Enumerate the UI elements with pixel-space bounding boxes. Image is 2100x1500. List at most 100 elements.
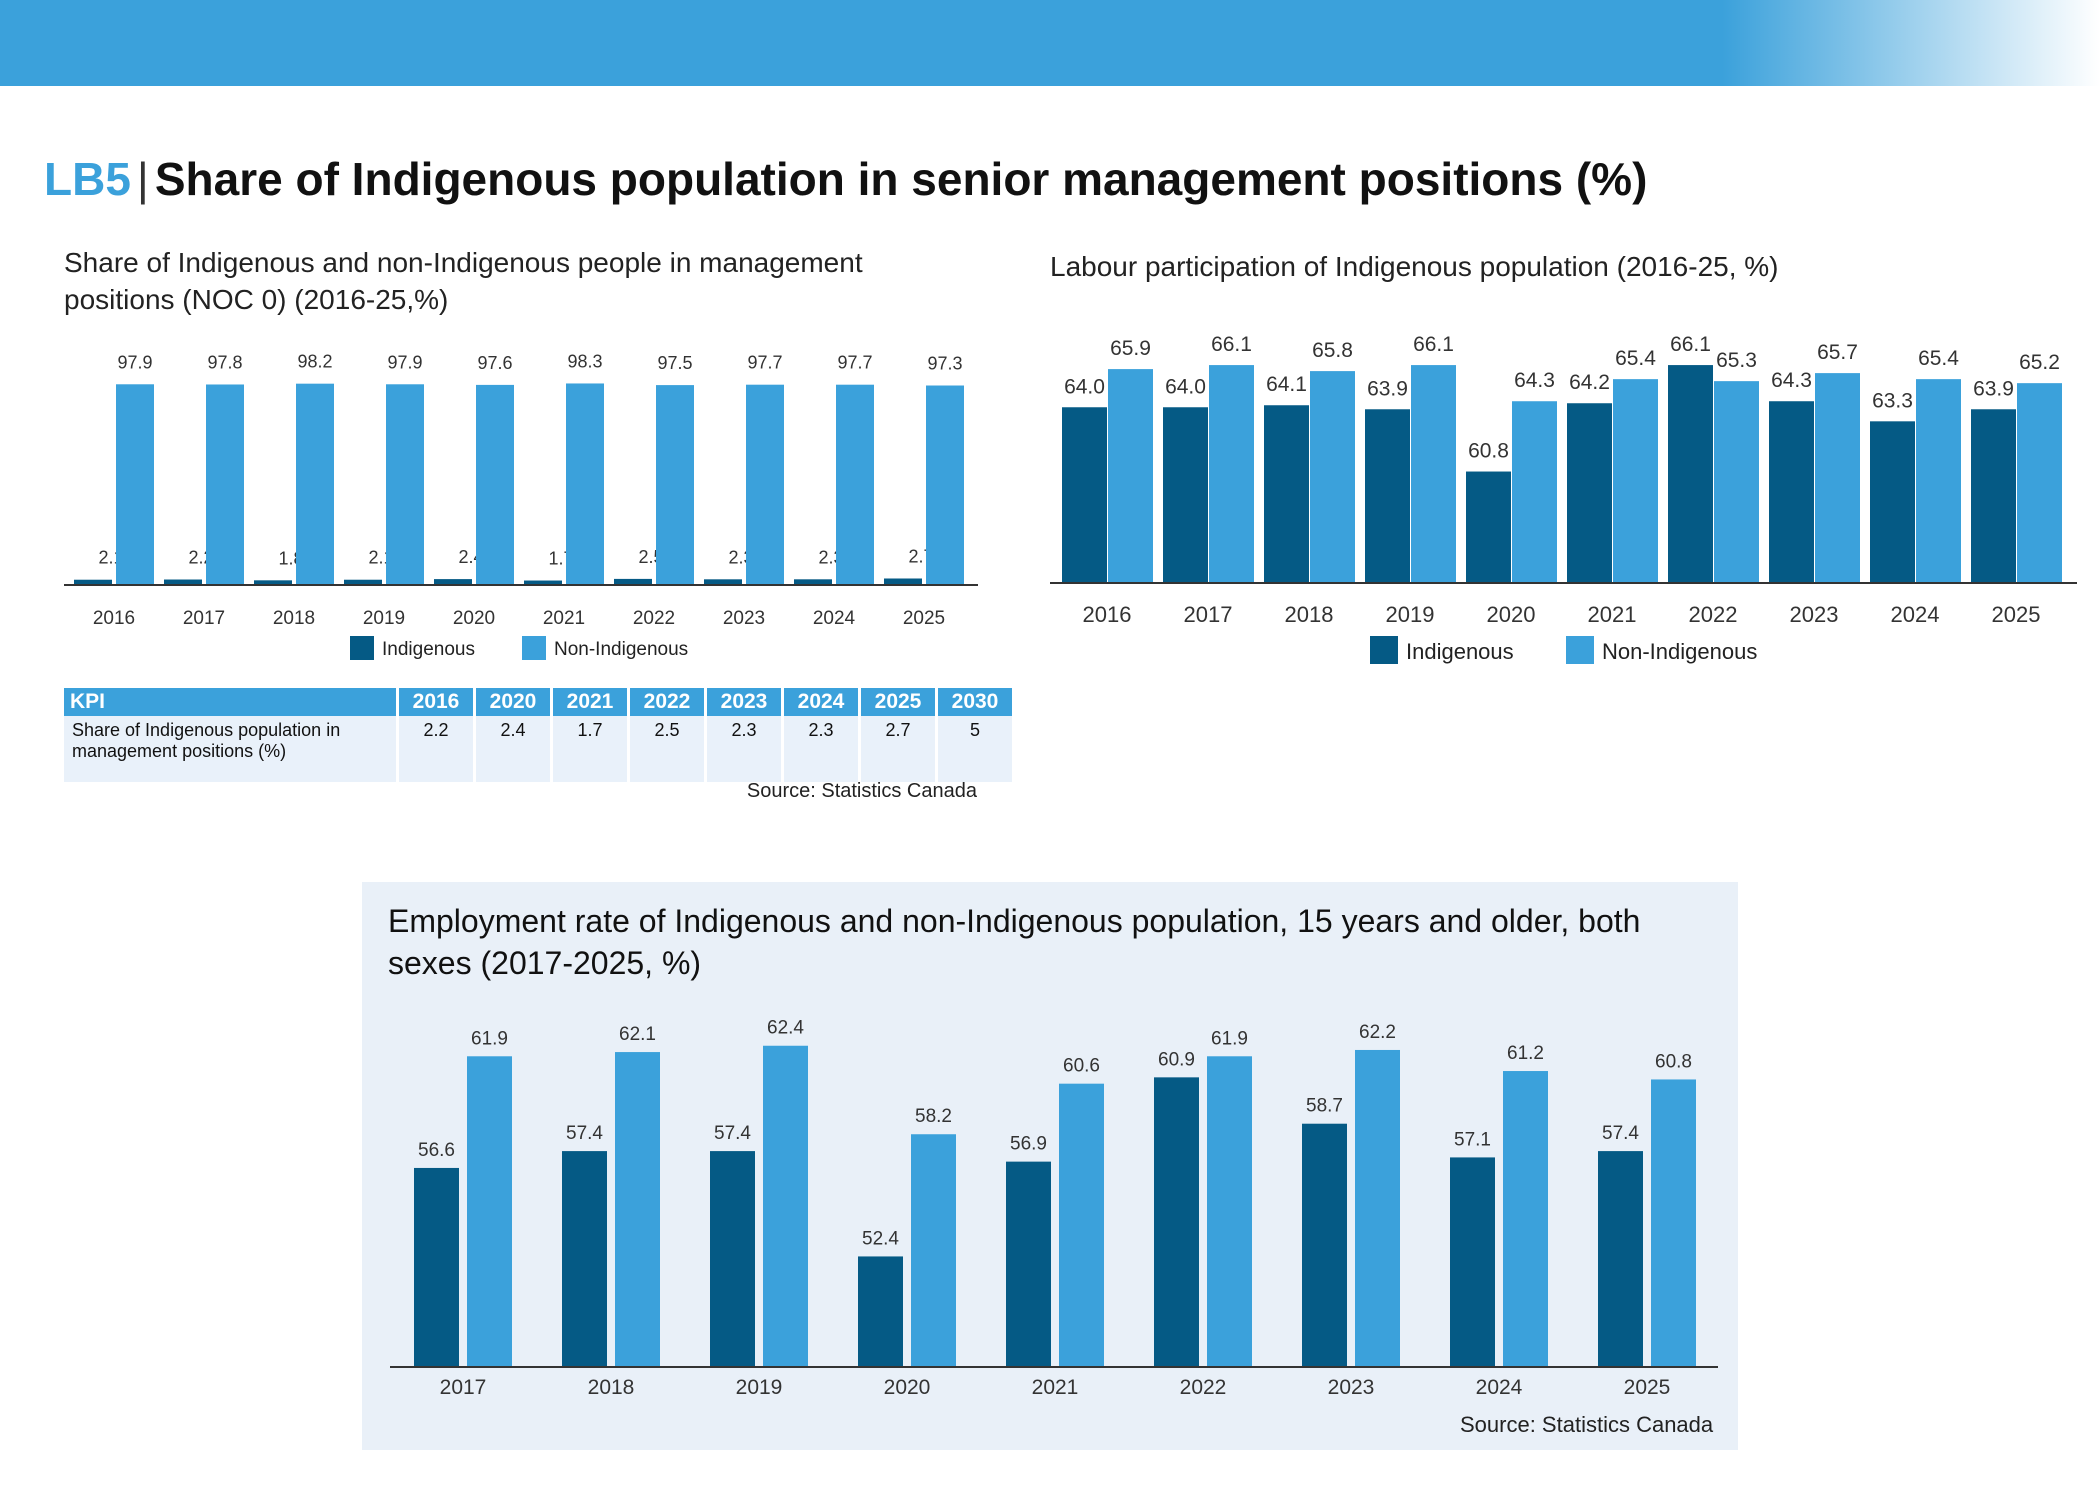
- data-label: 64.3: [1771, 369, 1812, 392]
- data-label: 97.3: [927, 354, 962, 374]
- data-label: 2.1: [368, 548, 393, 568]
- data-label: 97.9: [117, 352, 152, 372]
- page-title-text: Share of Indigenous population in senior…: [154, 153, 1648, 205]
- bar-non-indigenous-2020: [476, 384, 514, 584]
- kpi-value-cell: 2.7: [859, 716, 938, 782]
- x-tick-label: 2022: [633, 608, 675, 629]
- kpi-value-cell: 2.2: [397, 716, 476, 782]
- x-tick-label: 2017: [1184, 602, 1233, 627]
- bar-indigenous-2020: [434, 579, 472, 584]
- kpi-header-cell: 2025: [859, 688, 938, 716]
- legend-label: Indigenous: [1406, 639, 1514, 664]
- bar-non-indigenous-2018: [296, 383, 334, 584]
- bar-non-indigenous-2021: [566, 383, 604, 584]
- data-label: 63.9: [1973, 377, 2014, 400]
- x-tick-label: 2025: [1992, 602, 2041, 627]
- x-tick-label: 2023: [1790, 602, 1839, 627]
- x-tick-label: 2025: [903, 608, 945, 629]
- x-tick-label: 2016: [1083, 602, 1132, 627]
- data-label: 64.3: [1514, 369, 1555, 392]
- data-label: 65.4: [1918, 347, 1959, 370]
- data-label: 65.7: [1817, 341, 1858, 364]
- legend-swatch-non-indigenous: [522, 636, 546, 660]
- bar-indigenous-2025: [884, 578, 922, 584]
- data-label: 65.3: [1716, 349, 1757, 372]
- chart1-title: Share of Indigenous and non-Indigenous p…: [64, 247, 863, 315]
- data-label: 97.5: [657, 353, 692, 373]
- data-label: 2.5: [638, 547, 663, 567]
- kpi-value-cell: 5: [936, 716, 1015, 782]
- bar-indigenous-2023: [1769, 401, 1814, 582]
- bar-non-indigenous-2016: [1108, 369, 1153, 582]
- kpi-header-cell: 2022: [628, 688, 707, 716]
- data-label: 66.1: [1211, 333, 1252, 356]
- data-label: 64.2: [1569, 371, 1610, 394]
- bar-non-indigenous-2018: [1310, 371, 1355, 582]
- legend-label: Indigenous: [382, 639, 475, 660]
- legend-label: Non-Indigenous: [1602, 639, 1757, 664]
- data-label: 97.6: [477, 353, 512, 373]
- legend-label: Non-Indigenous: [554, 639, 688, 660]
- bar-non-indigenous-2016: [116, 384, 154, 584]
- x-tick-label: 2019: [363, 608, 405, 629]
- source-note-3: Source: Statistics Canada: [1460, 1412, 1714, 1437]
- data-label: 1.8: [278, 548, 303, 568]
- kpi-header-cell: 2024: [782, 688, 861, 716]
- data-label: 66.1: [1670, 333, 1711, 356]
- x-tick-label: 2016: [93, 608, 135, 629]
- chart2-title: Labour participation of Indigenous popul…: [1050, 251, 1779, 282]
- x-tick-label: 2021: [1588, 602, 1637, 627]
- kpi-header-cell: 2021: [551, 688, 630, 716]
- data-label: 65.4: [1615, 347, 1656, 370]
- bar-indigenous-2017: [164, 579, 202, 584]
- x-tick-label: 2021: [543, 608, 585, 629]
- bar-indigenous-2018: [254, 580, 292, 584]
- bar-non-indigenous-2022: [1714, 381, 1759, 582]
- bar-indigenous-2021: [1567, 403, 1612, 582]
- bar-non-indigenous-2024: [836, 384, 874, 584]
- bar-indigenous-2021: [524, 580, 562, 584]
- bar-indigenous-2024: [794, 579, 832, 584]
- data-label: 2.4: [458, 547, 483, 567]
- bar-non-indigenous-2020: [1512, 401, 1557, 582]
- bar-indigenous-2019: [344, 579, 382, 584]
- section-code: LB5: [44, 153, 131, 205]
- legend-swatch-indigenous: [1370, 636, 1398, 664]
- title-separator: |: [136, 153, 149, 205]
- kpi-value-cell: 1.7: [551, 716, 630, 782]
- bar-indigenous-2018: [1264, 405, 1309, 582]
- data-label: 97.7: [837, 353, 872, 373]
- data-label: 65.2: [2019, 351, 2060, 374]
- data-label: 98.3: [567, 351, 602, 371]
- data-label: 97.9: [387, 352, 422, 372]
- data-label: 2.2: [188, 548, 213, 568]
- x-tick-label: 2018: [273, 608, 315, 629]
- kpi-label-cell: Share of Indigenous population in manage…: [64, 716, 399, 782]
- kpi-header-row: KPI 2016 2020 2021 2022 2023 2024 2025 2…: [64, 688, 1015, 716]
- data-label: 2.3: [818, 547, 843, 567]
- bar-indigenous-2024: [1870, 421, 1915, 582]
- x-tick-label: 2017: [183, 608, 225, 629]
- x-tick-label: 2022: [1689, 602, 1738, 627]
- data-label: 65.9: [1110, 337, 1151, 360]
- kpi-value-cell: 2.5: [628, 716, 707, 782]
- bar-non-indigenous-2023: [1815, 373, 1860, 582]
- x-tick-label: 2018: [1285, 602, 1334, 627]
- x-tick-label: 2019: [1386, 602, 1435, 627]
- bar-indigenous-2016: [1062, 407, 1107, 582]
- bar-non-indigenous-2024: [1916, 379, 1961, 582]
- x-tick-label: 2023: [723, 608, 765, 629]
- kpi-value-cell: 2.4: [474, 716, 553, 782]
- data-label: 97.7: [747, 353, 782, 373]
- bar-non-indigenous-2019: [386, 384, 424, 584]
- data-label: 98.2: [297, 352, 332, 372]
- bar-non-indigenous-2023: [746, 384, 784, 584]
- top-banner: [0, 0, 2100, 86]
- bar-non-indigenous-2022: [656, 385, 694, 584]
- bar-indigenous-2022: [614, 578, 652, 584]
- data-label: 63.9: [1367, 377, 1408, 400]
- bar-indigenous-2019: [1365, 409, 1410, 582]
- bar-indigenous-2023: [704, 579, 742, 584]
- kpi-header-cell: 2023: [705, 688, 784, 716]
- bar-non-indigenous-2017: [206, 384, 244, 584]
